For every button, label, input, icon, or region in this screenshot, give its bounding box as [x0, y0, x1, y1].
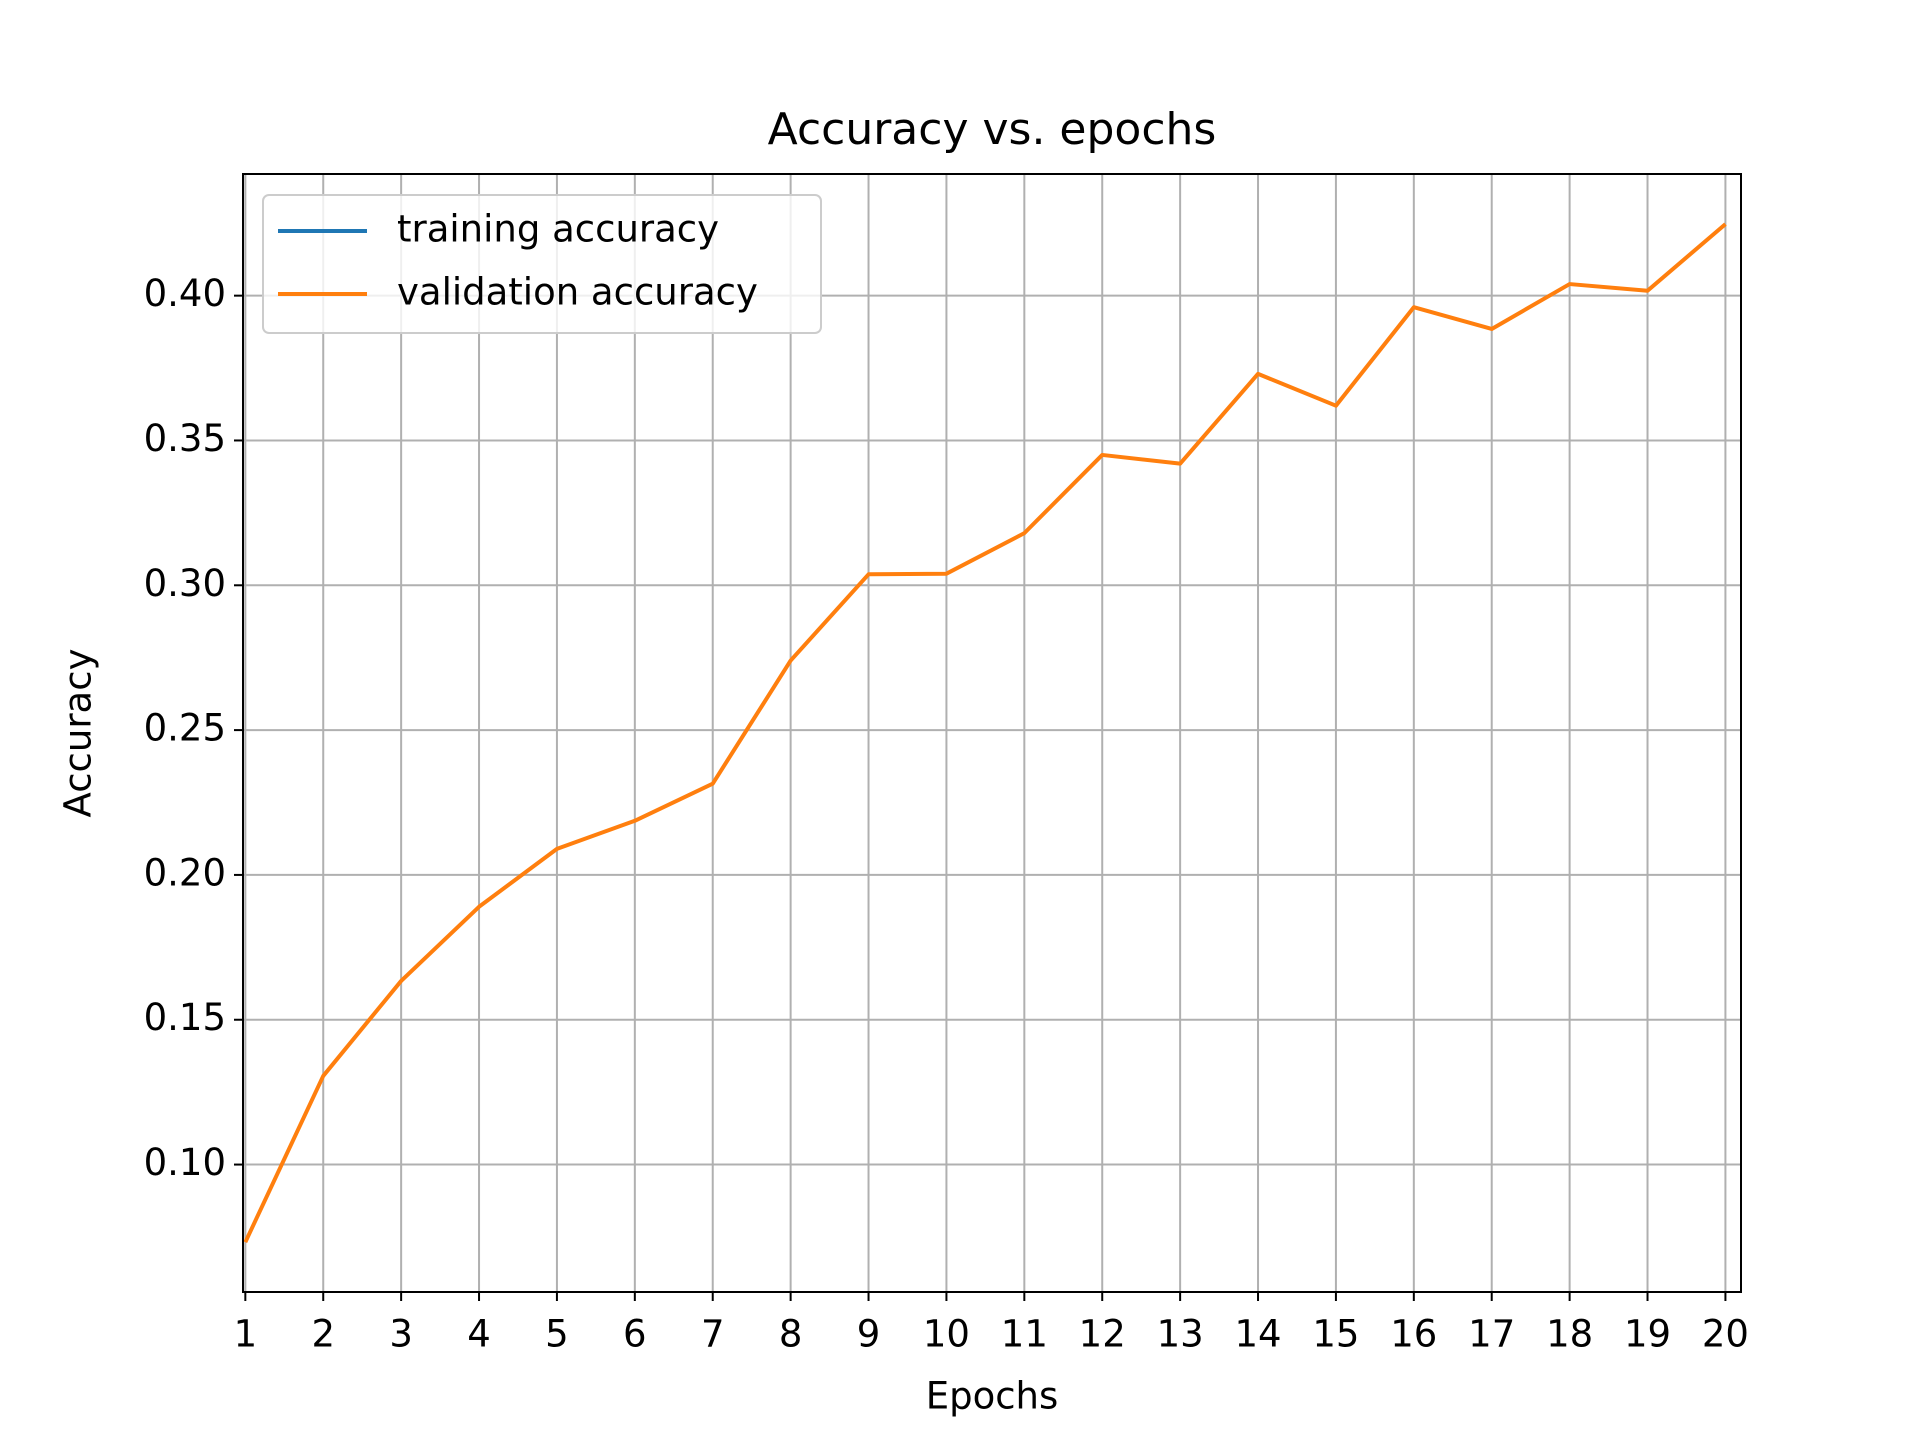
x-tick-label: 9 [857, 1313, 881, 1356]
legend-label: training accuracy [397, 208, 719, 251]
x-tick-label: 11 [1001, 1313, 1048, 1356]
y-tick-label: 0.10 [144, 1141, 226, 1184]
x-tick-label: 3 [389, 1313, 413, 1356]
y-tick-label: 0.35 [144, 417, 226, 460]
x-tick-label: 6 [623, 1313, 647, 1356]
y-tick-label: 0.40 [144, 272, 226, 315]
x-tick-label: 13 [1157, 1313, 1204, 1356]
x-tick-label: 20 [1702, 1313, 1749, 1356]
x-tick-label: 12 [1079, 1313, 1126, 1356]
x-tick-label: 18 [1546, 1313, 1593, 1356]
x-tick-label: 1 [234, 1313, 258, 1356]
y-tick-label: 0.20 [144, 851, 226, 894]
legend-box [262, 194, 822, 334]
chart-title: Accuracy vs. epochs [768, 104, 1217, 155]
x-tick-label: 7 [701, 1313, 725, 1356]
y-tick-label: 0.15 [144, 996, 226, 1039]
x-tick-label: 8 [779, 1313, 803, 1356]
legend-label: validation accuracy [397, 271, 758, 314]
x-tick-label: 14 [1234, 1313, 1281, 1356]
x-tick-label: 5 [545, 1313, 569, 1356]
plot-frame [242, 173, 1742, 1293]
x-tick-label: 4 [467, 1313, 491, 1356]
x-tick-label: 10 [923, 1313, 970, 1356]
y-tick-label: 0.30 [144, 562, 226, 605]
y-tick-label: 0.25 [144, 707, 226, 750]
y-axis-label: Accuracy [57, 649, 100, 818]
x-tick-label: 15 [1312, 1313, 1359, 1356]
x-tick-label: 19 [1624, 1313, 1671, 1356]
x-tick-label: 2 [311, 1313, 335, 1356]
x-tick-label: 16 [1390, 1313, 1437, 1356]
series-line [243, 222, 1727, 1244]
x-axis-label: Epochs [926, 1375, 1059, 1418]
legend: training accuracy validation accuracy [262, 194, 822, 334]
x-tick-label: 17 [1468, 1313, 1515, 1356]
